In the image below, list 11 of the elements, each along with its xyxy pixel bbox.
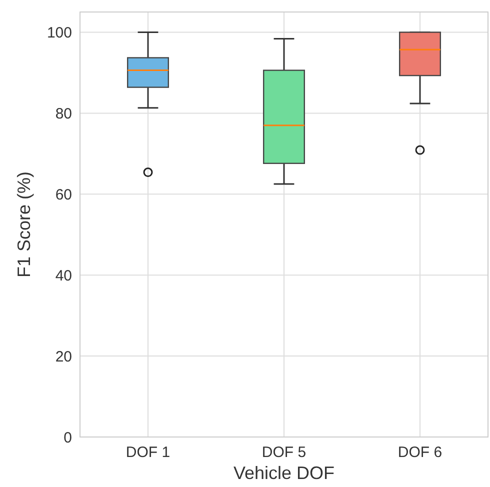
y-tick-label: 60 (55, 186, 72, 204)
y-axis-title: F1 Score (%) (14, 171, 34, 278)
x-axis-title: Vehicle DOF (233, 463, 335, 483)
y-tick-label: 20 (55, 348, 72, 366)
y-tick-label: 100 (46, 24, 72, 42)
x-tick-label: DOF 5 (262, 444, 306, 461)
y-tick-label: 40 (55, 267, 72, 284)
y-tick-label: 0 (64, 429, 72, 446)
x-tick-label: DOF 6 (398, 444, 442, 461)
x-tick-label: DOF 1 (126, 444, 170, 461)
y-tick-label: 80 (55, 105, 72, 122)
